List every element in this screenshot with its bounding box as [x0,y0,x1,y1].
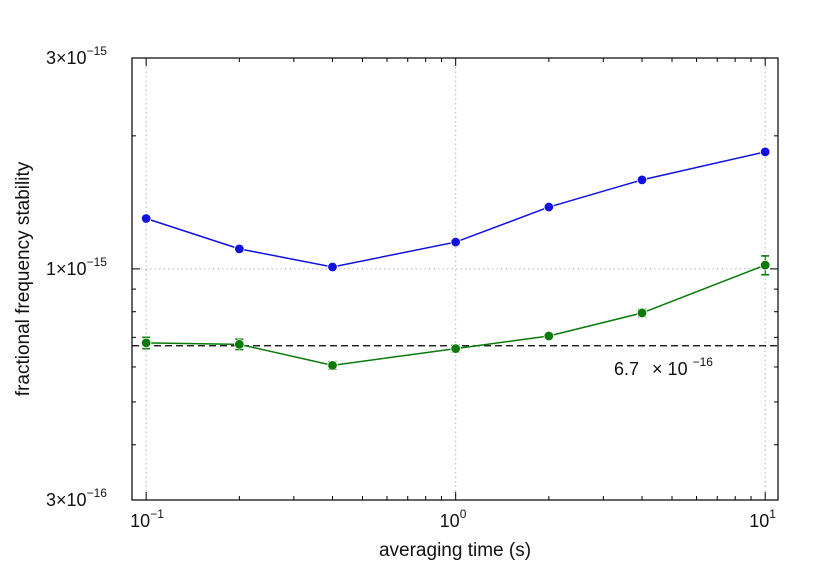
x-tick-base: 10 [130,511,150,531]
data-point-green [543,330,555,342]
data-point-green [140,337,152,349]
data-point-blue [140,213,152,224]
y-tick-label: 3×10−16 [46,486,107,510]
data-point-green [759,259,771,271]
data-point-blue [234,243,245,255]
series-group [140,146,771,371]
y-tick-mantissa: 3 [46,48,56,68]
y-tick-times: ×10 [56,48,87,68]
y-tick-label: 3×10−15 [46,44,107,68]
y-tick-label: 1×10−15 [46,255,107,279]
data-point-green [636,307,648,319]
data-point-blue [450,236,461,248]
grid-lines [132,58,778,500]
y-tick-times: ×10 [56,490,87,510]
data-point-blue [543,201,555,213]
data-point-blue [327,261,338,273]
x-tick-exponent: −1 [150,507,164,521]
y-tick-times: ×10 [56,259,87,279]
reference-line-label: 6.7 × 10 −16 [614,355,713,379]
x-tick-exponent: 0 [460,507,467,521]
data-point-blue [759,146,771,158]
reference-label-exponent: −16 [693,355,714,369]
x-axis-label: averaging time (s) [379,540,531,561]
x-tick-exponent: 1 [769,507,776,521]
y-tick-exponent: −16 [87,486,108,500]
data-point-green [234,339,245,350]
x-tick-label: 101 [749,507,776,531]
data-point-green [327,360,338,371]
data-point-blue [636,174,648,186]
y-tick-mantissa: 1 [46,259,56,279]
x-tick-base: 10 [749,511,769,531]
x-tick-label: 10−1 [130,507,164,531]
x-tick-base: 10 [440,511,460,531]
data-point-green [450,343,461,354]
reference-label-times: × 10 [652,359,688,379]
y-axis-label: fractional frequency stability [13,161,34,396]
reference-label-mantissa: 6.7 [614,359,639,379]
plot-frame [131,57,779,501]
y-tick-exponent: −15 [87,44,108,58]
y-tick-mantissa: 3 [46,490,56,510]
y-tick-exponent: −15 [87,255,108,269]
x-tick-label: 100 [440,507,467,531]
